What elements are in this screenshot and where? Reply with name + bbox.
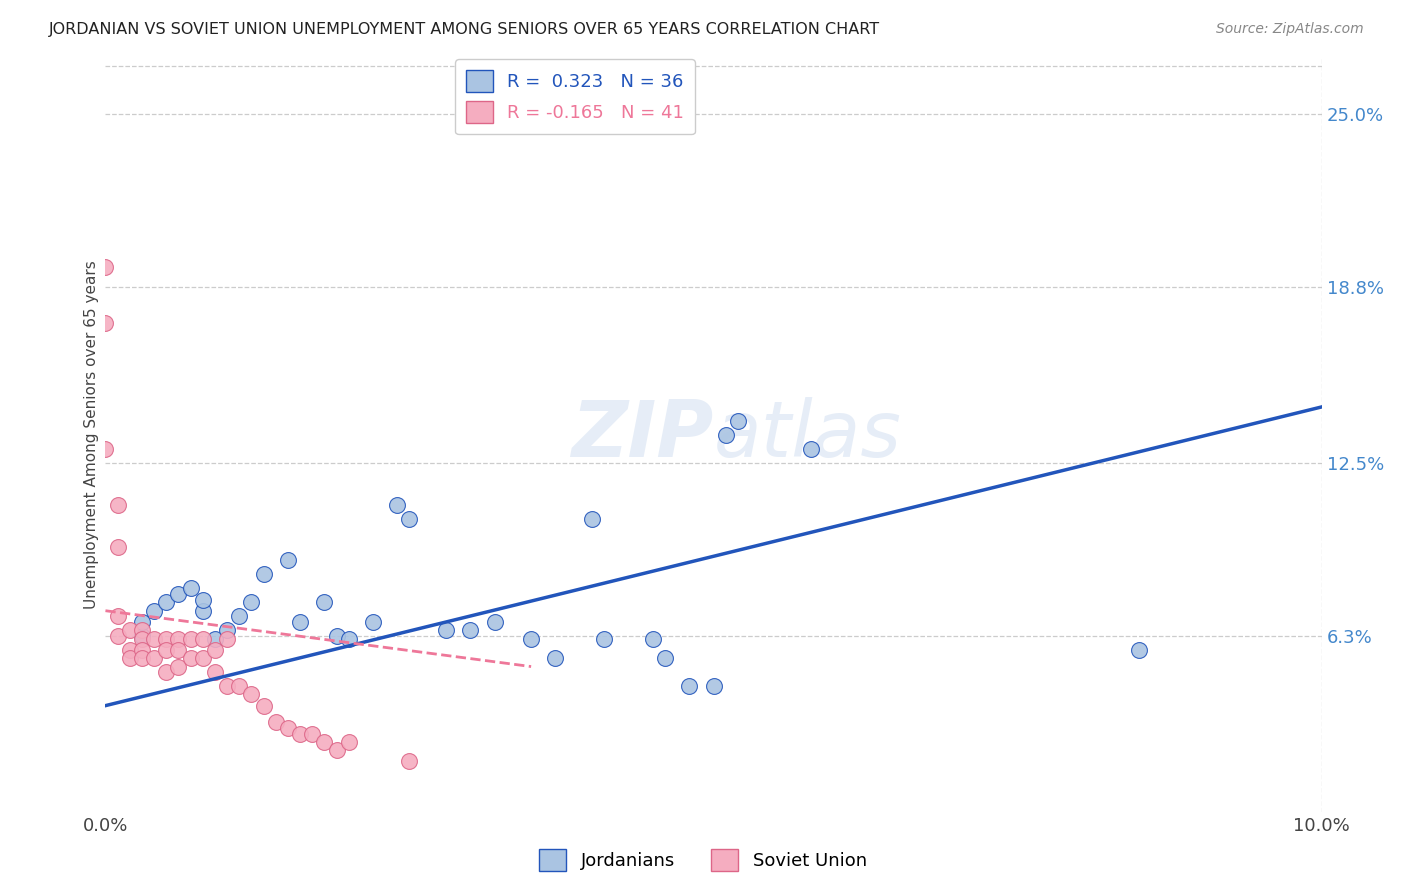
Point: [325, 629, 347, 643]
Point: [240, 688, 263, 702]
Point: [458, 624, 481, 638]
Point: [288, 615, 311, 629]
Point: [167, 587, 190, 601]
Text: JORDANIAN VS SOVIET UNION UNEMPLOYMENT AMONG SENIORS OVER 65 YEARS CORRELATION C: JORDANIAN VS SOVIET UNION UNEMPLOYMENT A…: [49, 22, 880, 37]
Point: [654, 651, 676, 665]
Point: [167, 632, 190, 646]
Point: [277, 721, 299, 735]
Point: [94, 442, 117, 456]
Point: [180, 582, 202, 596]
Point: [325, 743, 347, 757]
Point: [94, 260, 117, 275]
Point: [252, 567, 274, 582]
Point: [118, 642, 141, 657]
Point: [264, 715, 287, 730]
Point: [131, 629, 153, 643]
Point: [727, 414, 749, 428]
Point: [337, 735, 360, 749]
Point: [217, 624, 239, 638]
Point: [167, 659, 190, 673]
Point: [398, 511, 420, 525]
Y-axis label: Unemployment Among Seniors over 65 years: Unemployment Among Seniors over 65 years: [83, 260, 98, 609]
Point: [301, 726, 323, 740]
Legend: Jordanians, Soviet Union: Jordanians, Soviet Union: [531, 842, 875, 879]
Point: [217, 632, 239, 646]
Point: [544, 651, 567, 665]
Point: [714, 428, 737, 442]
Point: [180, 632, 202, 646]
Point: [1128, 642, 1150, 657]
Point: [204, 665, 226, 680]
Point: [107, 540, 129, 554]
Point: [314, 735, 336, 749]
Text: atlas: atlas: [713, 397, 901, 473]
Point: [252, 698, 274, 713]
Point: [337, 632, 360, 646]
Point: [520, 632, 543, 646]
Point: [143, 632, 166, 646]
Point: [484, 615, 506, 629]
Point: [228, 679, 250, 693]
Point: [191, 651, 214, 665]
Point: [155, 632, 177, 646]
Point: [155, 595, 177, 609]
Point: [678, 679, 700, 693]
Point: [398, 755, 420, 769]
Point: [191, 604, 214, 618]
Point: [702, 679, 725, 693]
Point: [217, 679, 239, 693]
Point: [155, 642, 177, 657]
Point: [641, 632, 664, 646]
Point: [240, 595, 263, 609]
Point: [131, 624, 153, 638]
Point: [191, 592, 214, 607]
Point: [155, 665, 177, 680]
Point: [314, 595, 336, 609]
Point: [107, 629, 129, 643]
Point: [143, 604, 166, 618]
Point: [131, 651, 153, 665]
Text: Source: ZipAtlas.com: Source: ZipAtlas.com: [1216, 22, 1364, 37]
Point: [107, 498, 129, 512]
Point: [167, 642, 190, 657]
Point: [228, 609, 250, 624]
Point: [180, 651, 202, 665]
Point: [94, 316, 117, 330]
Point: [204, 632, 226, 646]
Point: [118, 624, 141, 638]
Point: [361, 615, 384, 629]
Point: [593, 632, 616, 646]
Point: [387, 498, 409, 512]
Point: [107, 609, 129, 624]
Point: [434, 624, 457, 638]
Point: [118, 651, 141, 665]
Point: [131, 615, 153, 629]
Point: [277, 553, 299, 567]
Point: [800, 442, 823, 456]
Point: [191, 632, 214, 646]
Legend: R =  0.323   N = 36, R = -0.165   N = 41: R = 0.323 N = 36, R = -0.165 N = 41: [456, 60, 695, 134]
Point: [143, 651, 166, 665]
Point: [131, 632, 153, 646]
Point: [581, 511, 603, 525]
Point: [131, 642, 153, 657]
Point: [288, 726, 311, 740]
Point: [204, 642, 226, 657]
Text: ZIP: ZIP: [571, 397, 713, 473]
